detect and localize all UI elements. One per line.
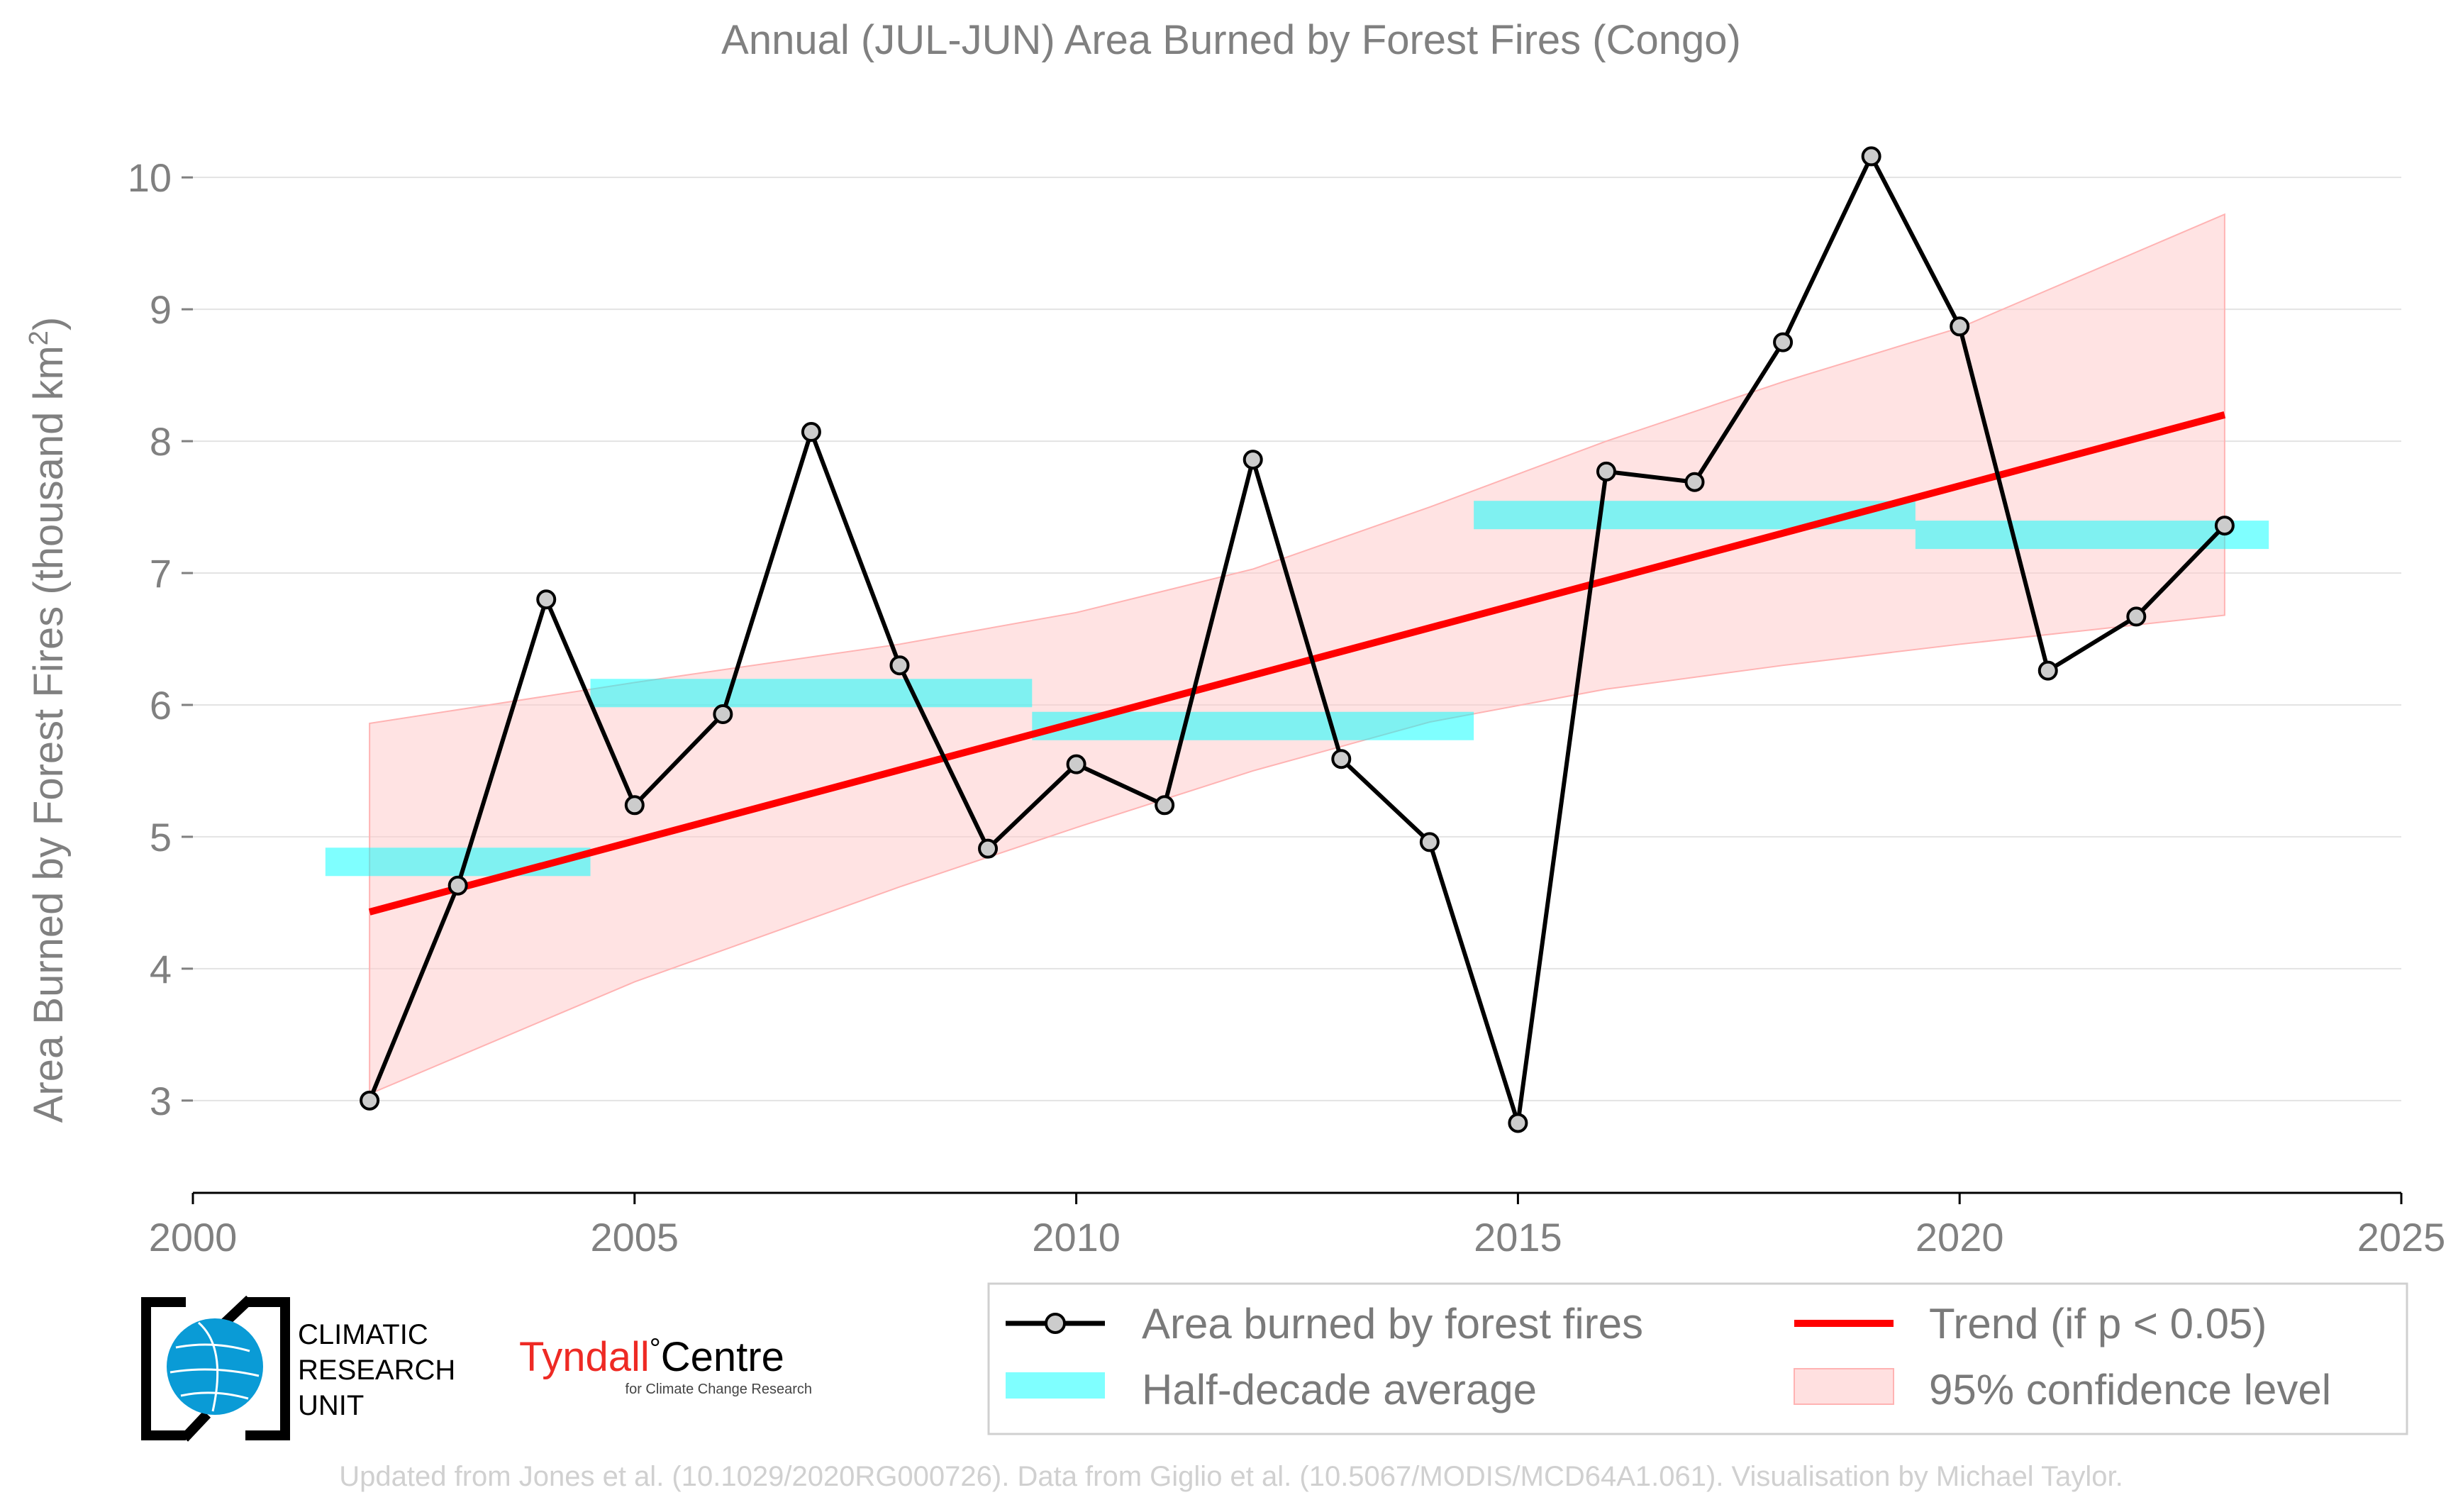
data-point-2012 — [1242, 450, 1263, 470]
series-line — [367, 154, 2227, 1125]
y-tick-label-10: 10 — [128, 155, 172, 200]
x-tick-label-2020: 2020 — [1916, 1215, 2004, 1260]
legend-swatch-series-marker — [1045, 1313, 1066, 1334]
data-point-2014 — [1419, 832, 1440, 852]
data-point-2015 — [1508, 1113, 1528, 1133]
cru-text-line-1: CLIMATIC — [298, 1319, 428, 1350]
tyndall-logo-subtitle: for Climate Change Research — [626, 1382, 812, 1397]
tyndall-logo-degree: ° — [650, 1333, 661, 1364]
half-decade-bar-1 — [590, 679, 1033, 708]
y-tick-label-7: 7 — [150, 551, 172, 596]
chart-title: Annual (JUL-JUN) Area Burned by Forest F… — [721, 17, 1741, 63]
tyndall-logo-title: Tyndall°Centre — [519, 1333, 784, 1380]
data-point-2005 — [624, 795, 645, 816]
y-axis-ticks: 3 4 5 6 7 8 9 10 — [128, 155, 193, 1123]
cru-bracket-slash — [180, 1295, 253, 1442]
globe-icon — [167, 1318, 263, 1415]
y-axis-label-main: Area Burned by Forest Fires (thousand km — [26, 345, 72, 1123]
data-point-2021 — [2037, 660, 2058, 681]
legend-label-trend: Trend (if p < 0.05) — [1929, 1300, 2267, 1347]
trend-layer — [368, 411, 2226, 916]
data-point-2009 — [978, 838, 999, 859]
tyndall-logo: Tyndall°Centre for Climate Change Resear… — [519, 1333, 812, 1397]
legend-swatch-half-decade — [1006, 1372, 1105, 1399]
confidence-band-layer — [369, 213, 2225, 1096]
data-point-2022 — [2126, 606, 2147, 627]
trend-line — [368, 411, 2226, 916]
legend-label-half-decade: Half-decade average — [1142, 1366, 1537, 1413]
half-decade-layer — [325, 501, 2269, 877]
cru-text-line-2: RESEARCH — [298, 1355, 455, 1386]
confidence-band — [369, 213, 2225, 1096]
data-point-2017 — [1684, 472, 1705, 492]
half-decade-bar-4 — [1915, 521, 2269, 550]
y-tick-label-5: 5 — [150, 815, 172, 860]
y-tick-label-4: 4 — [150, 947, 172, 991]
x-tick-label-2025: 2025 — [2357, 1215, 2446, 1260]
data-point-2018 — [1773, 332, 1794, 352]
data-point-2006 — [713, 704, 733, 724]
x-tick-label-2005: 2005 — [591, 1215, 679, 1260]
legend-label-confidence: 95% confidence level — [1929, 1366, 2331, 1413]
x-tick-label-2015: 2015 — [1474, 1215, 1562, 1260]
data-point-2002 — [360, 1090, 380, 1111]
series-layer — [360, 146, 2235, 1133]
x-tick-label-2010: 2010 — [1032, 1215, 1121, 1260]
y-tick-label-6: 6 — [150, 683, 172, 728]
data-point-2019 — [1861, 146, 1881, 167]
tyndall-logo-centre: Centre — [661, 1334, 784, 1380]
y-axis-label-superscript: 2 — [24, 330, 54, 345]
cru-bracket-right — [245, 1297, 290, 1440]
data-point-2013 — [1331, 749, 1352, 769]
x-tick-label-2000: 2000 — [149, 1215, 238, 1260]
data-point-2020 — [1950, 316, 1970, 337]
legend-label-series: Area burned by forest fires — [1142, 1300, 1643, 1347]
data-point-2003 — [447, 875, 468, 896]
data-point-2010 — [1066, 754, 1086, 774]
legend: Area burned by forest fires Half-decade … — [987, 1282, 2408, 1435]
data-point-2016 — [1596, 461, 1616, 482]
cru-bracket-left — [141, 1297, 186, 1440]
y-tick-label-3: 3 — [150, 1079, 172, 1123]
cru-logo: CLIMATIC RESEARCH UNIT — [141, 1295, 455, 1442]
data-point-2008 — [889, 655, 910, 676]
x-axis: 2000 2005 2010 2015 2020 2025 — [149, 1191, 2446, 1260]
legend-frame — [987, 1282, 2408, 1435]
globe-icon-lines — [169, 1321, 260, 1412]
y-axis-label: Area Burned by Forest Fires (thousand km… — [24, 317, 72, 1123]
legend-swatch-confidence — [1794, 1368, 1894, 1405]
tyndall-logo-name: Tyndall — [519, 1334, 650, 1380]
footer-credit: Updated from Jones et al. (10.1029/2020R… — [339, 1461, 2123, 1492]
data-point-2011 — [1155, 795, 1175, 816]
data-point-2004 — [536, 589, 557, 610]
data-point-2023 — [2214, 516, 2235, 536]
cru-text-line-3: UNIT — [298, 1390, 364, 1421]
y-tick-label-8: 8 — [150, 419, 172, 464]
y-axis-label-end: ) — [26, 317, 72, 330]
y-tick-label-9: 9 — [150, 287, 172, 332]
data-point-2007 — [801, 422, 821, 443]
